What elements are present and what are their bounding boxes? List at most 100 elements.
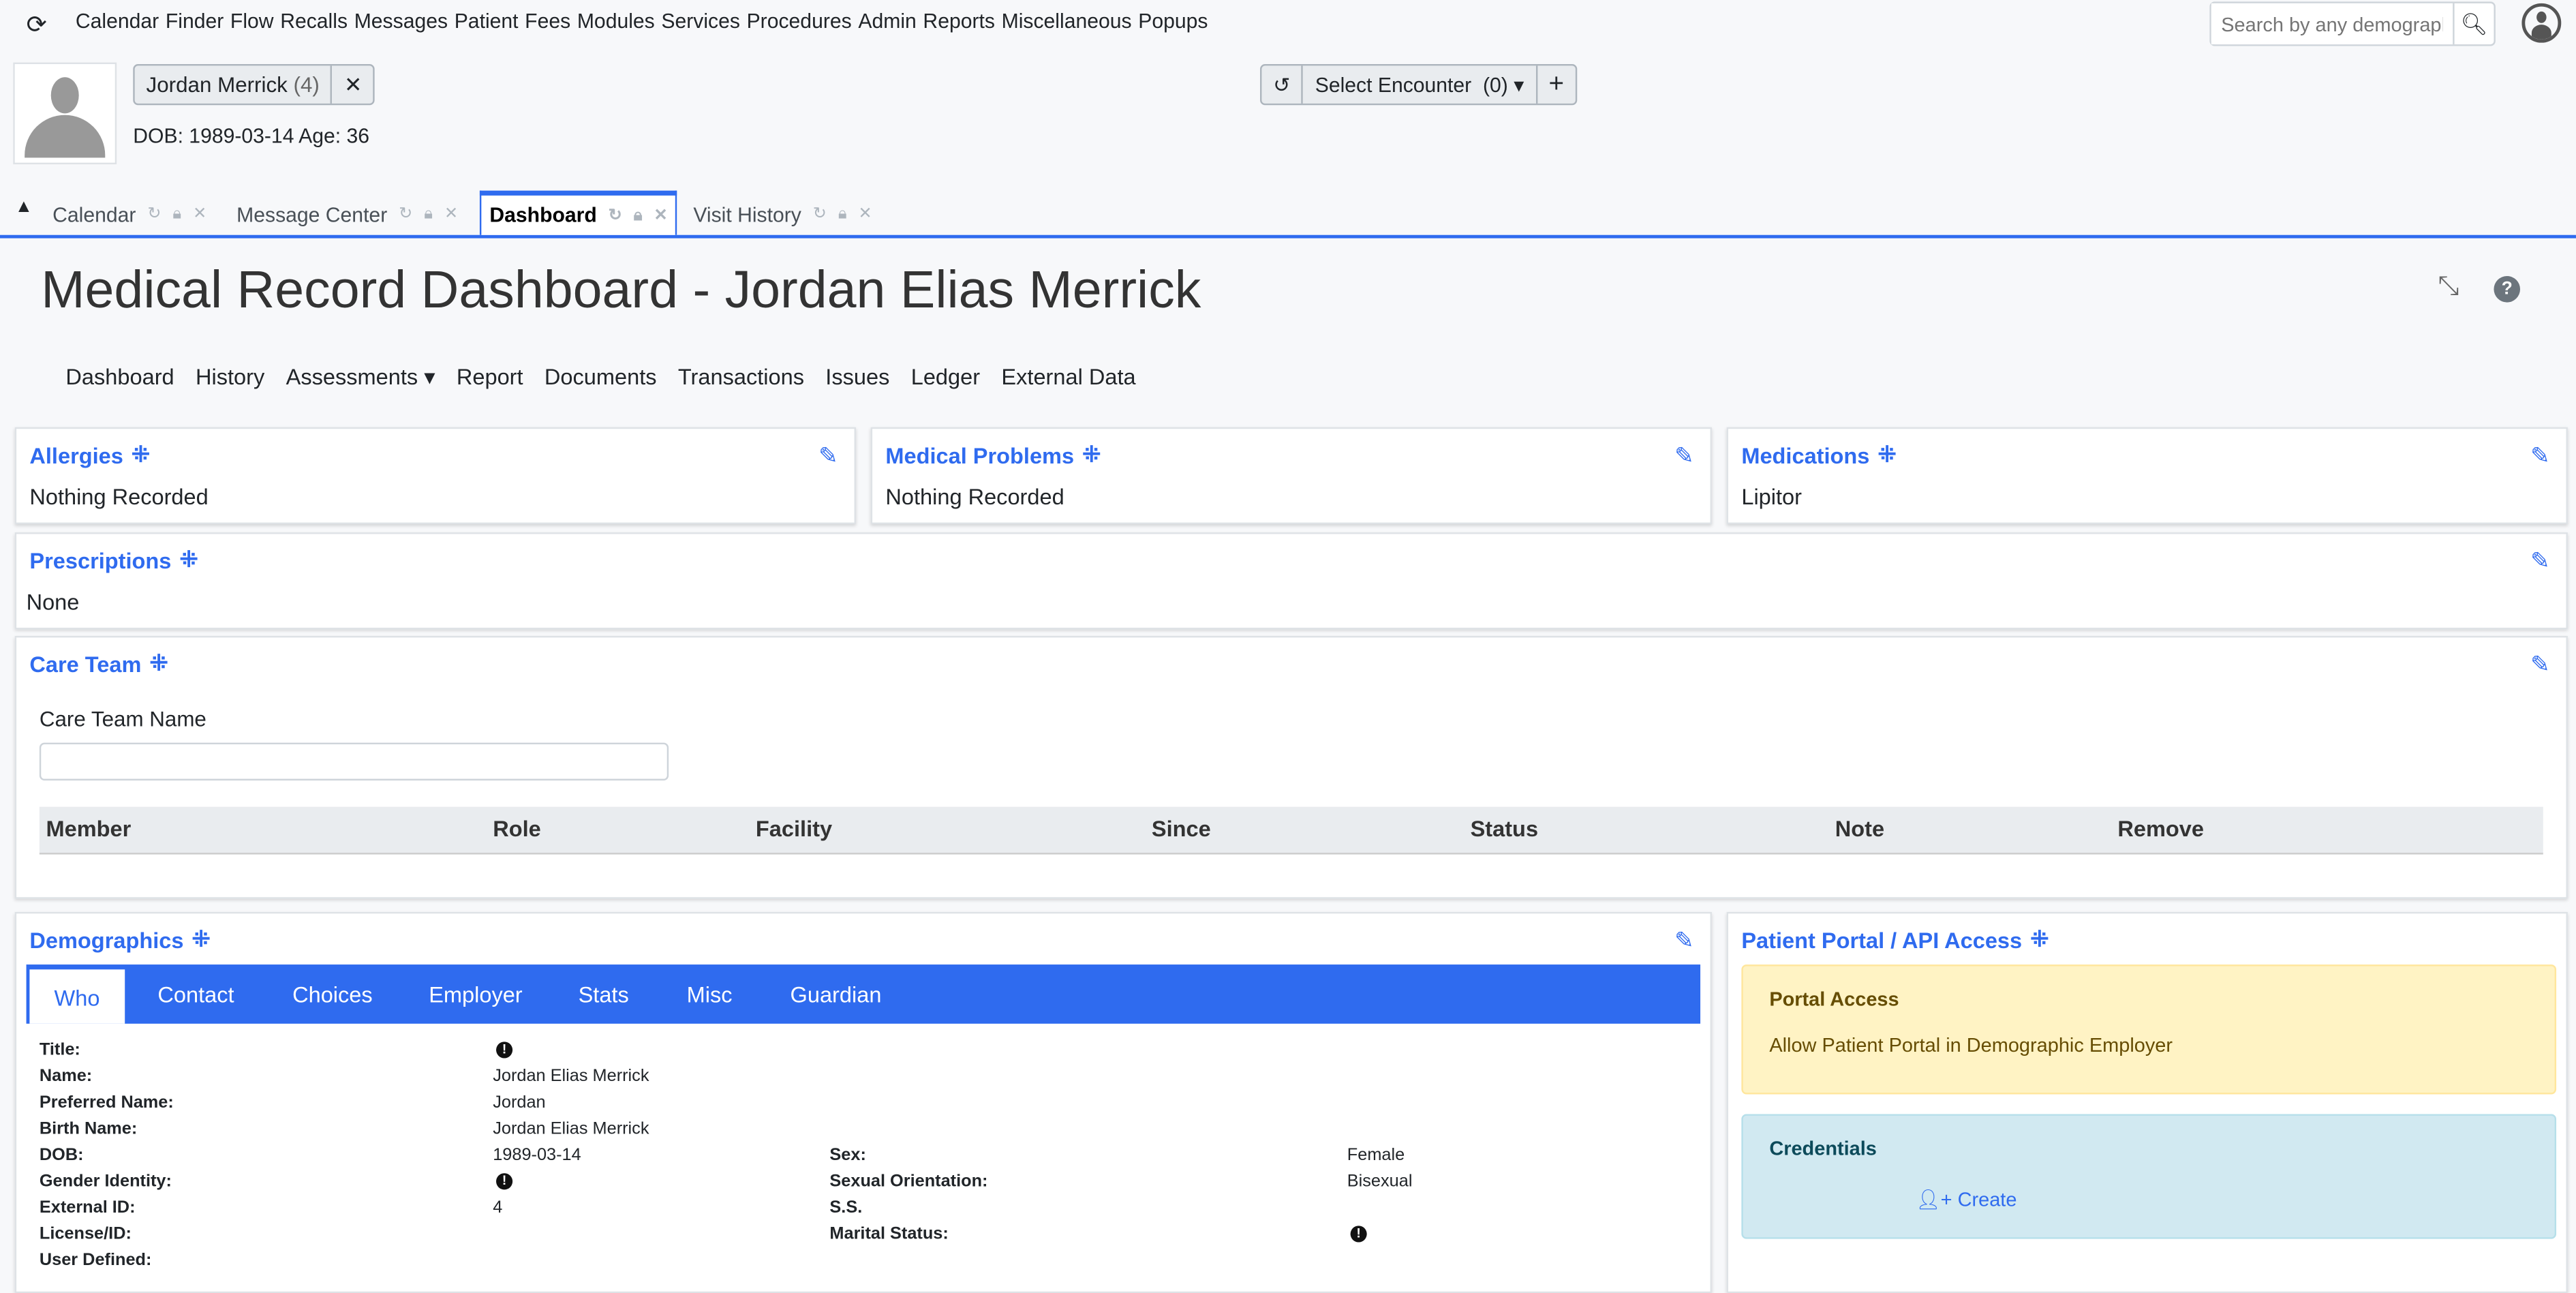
menu-admin[interactable]: Admin [858,10,917,33]
field-label: DOB: [39,1145,84,1166]
subnav-label: External Data [1001,365,1136,390]
lock-icon[interactable]: 🔒︎ [633,206,643,225]
compress-icon[interactable]: ⤡ [2438,273,2459,301]
subnav-report[interactable]: Report [457,365,523,391]
demographics-tab-employer[interactable]: Employer [429,982,523,1007]
tab-message-center[interactable]: Message Center ↻ 🔒︎ ✕ [236,194,458,234]
field-value: Bisexual [1347,1171,1413,1191]
demographics-tab-contact[interactable]: Contact [157,982,234,1007]
demographics-title[interactable]: Demographics [29,927,184,953]
close-icon[interactable]: ✕ [444,205,459,224]
menu-recalls[interactable]: Recalls [280,10,348,33]
menu-services[interactable]: Services [661,10,740,33]
edit-pencil-icon[interactable]: ✎ [1674,442,1694,469]
menu-finder[interactable]: Finder [165,10,224,33]
subnav-dashboard[interactable]: Dashboard [65,365,174,391]
prescriptions-title[interactable]: Prescriptions [29,547,172,573]
close-icon[interactable]: ✕ [193,205,207,224]
subnav-ledger[interactable]: Ledger [911,365,980,391]
demographics-tab-who[interactable]: Who [29,969,125,1024]
refresh-icon[interactable]: ↻ [399,205,413,224]
menu-patient[interactable]: Patient [454,10,519,33]
field-label: S.S. [829,1198,863,1218]
patient-avatar [13,62,117,165]
create-credentials-link[interactable]: 👤︎+ Create [1916,1188,2017,1211]
demographics-tab-choices[interactable]: Choices [292,982,373,1007]
field-value: Jordan Elias Merrick [493,1066,649,1086]
edit-pencil-icon[interactable]: ✎ [2530,547,2550,574]
edit-pencil-icon[interactable]: ✎ [2530,650,2550,678]
menu-calendar[interactable]: Calendar [75,10,159,33]
patient-dob-age: DOB: 1989-03-14 Age: 36 [133,125,370,148]
portal-access-title: Portal Access [1769,987,1899,1011]
refresh-icon[interactable]: ↻ [812,205,827,224]
subnav-issues[interactable]: Issues [825,365,889,391]
menu-messages[interactable]: Messages [354,10,448,33]
user-account-icon[interactable] [2521,3,2562,43]
refresh-icon[interactable]: ↻ [608,206,622,225]
close-patient-button[interactable]: ✕ [331,65,373,104]
portal-title[interactable]: Patient Portal / API Access [1741,927,2023,953]
medications-title[interactable]: Medications [1741,442,1870,468]
collapse-icon[interactable]: ⁜ [1082,442,1101,467]
lock-icon[interactable]: 🔒︎ [424,205,433,224]
encounter-group: ↺ Select Encounter (0) ▾ + [1260,64,1578,106]
tab-calendar[interactable]: Calendar ↻ 🔒︎ ✕ [52,194,206,234]
alert-icon: ! [496,1041,513,1059]
menu-popups[interactable]: Popups [1138,10,1208,33]
patient-name-button[interactable]: Jordan Merrick (4) [135,65,331,103]
collapse-icon[interactable]: ⁜ [1877,442,1897,467]
prescriptions-body: None [26,590,80,615]
field-label: Gender Identity: [39,1171,172,1191]
menu-modules[interactable]: Modules [577,10,655,33]
close-icon[interactable]: ✕ [654,206,668,225]
collapse-icon[interactable]: ⁜ [191,926,211,952]
medical-problems-title[interactable]: Medical Problems [885,442,1075,468]
main-menu: Calendar Finder Flow Recalls Messages Patient… [76,10,1208,33]
collapse-icon[interactable]: ⁜ [131,442,151,467]
credentials-box: Credentials 👤︎+ Create [1741,1114,2557,1239]
menu-fees[interactable]: Fees [525,10,571,33]
select-encounter-dropdown[interactable]: Select Encounter (0) ▾ [1302,65,1535,104]
allergies-title[interactable]: Allergies [29,442,123,468]
column-role: Role [493,817,541,842]
subnav-transactions[interactable]: Transactions [678,365,804,391]
demographics-tab-guardian[interactable]: Guardian [790,982,882,1007]
menu-miscellaneous[interactable]: Miscellaneous [1001,10,1132,33]
subnav-documents[interactable]: Documents [545,365,657,391]
lock-icon[interactable]: 🔒︎ [838,205,847,224]
care-team-name-label: Care Team Name [39,706,206,731]
lock-icon[interactable]: 🔒︎ [172,205,182,224]
new-encounter-button[interactable]: + [1535,65,1576,104]
demographics-tab-misc[interactable]: Misc [686,982,733,1007]
menu-reports[interactable]: Reports [923,10,995,33]
collapse-icon[interactable]: ⁜ [2030,926,2049,952]
collapse-header-icon[interactable]: ▲ [14,197,33,217]
help-icon[interactable]: ? [2494,275,2521,303]
user-plus-icon: 👤︎+ [1915,1187,1952,1211]
tab-visit-history[interactable]: Visit History ↻ 🔒︎ ✕ [693,194,872,234]
care-team-name-input[interactable] [39,742,669,781]
encounter-history-button[interactable]: ↺ [1261,65,1302,103]
search-input[interactable] [2211,3,2453,45]
collapse-icon[interactable]: ⁜ [179,547,198,572]
refresh-icon[interactable]: ↻ [147,205,162,224]
edit-pencil-icon[interactable]: ✎ [2530,442,2550,469]
subnav-history[interactable]: History [196,365,264,391]
care-team-title[interactable]: Care Team [29,651,142,677]
demographics-tab-stats[interactable]: Stats [578,982,629,1007]
tab-dashboard[interactable]: Dashboard ↻ 🔒︎ ✕ [479,190,678,235]
menu-procedures[interactable]: Procedures [746,10,852,33]
subnav-external-data[interactable]: External Data [1001,365,1135,391]
menu-flow[interactable]: Flow [230,10,274,33]
column-note: Note [1835,817,1885,842]
close-icon[interactable]: ✕ [858,205,872,224]
collapse-icon[interactable]: ⁜ [149,650,168,675]
edit-pencil-icon[interactable]: ✎ [1674,926,1694,954]
subnav-assessments[interactable]: Assessments ▾ [286,365,435,391]
logo-icon[interactable]: ⟳ [26,11,47,40]
search-button[interactable]: 🔍︎ [2453,3,2494,45]
demographics-card: Demographics ⁜ ✎ Who Contact Choices Employe… [14,911,1712,1293]
edit-pencil-icon[interactable]: ✎ [818,442,838,469]
tab-label: Calendar [52,202,136,226]
